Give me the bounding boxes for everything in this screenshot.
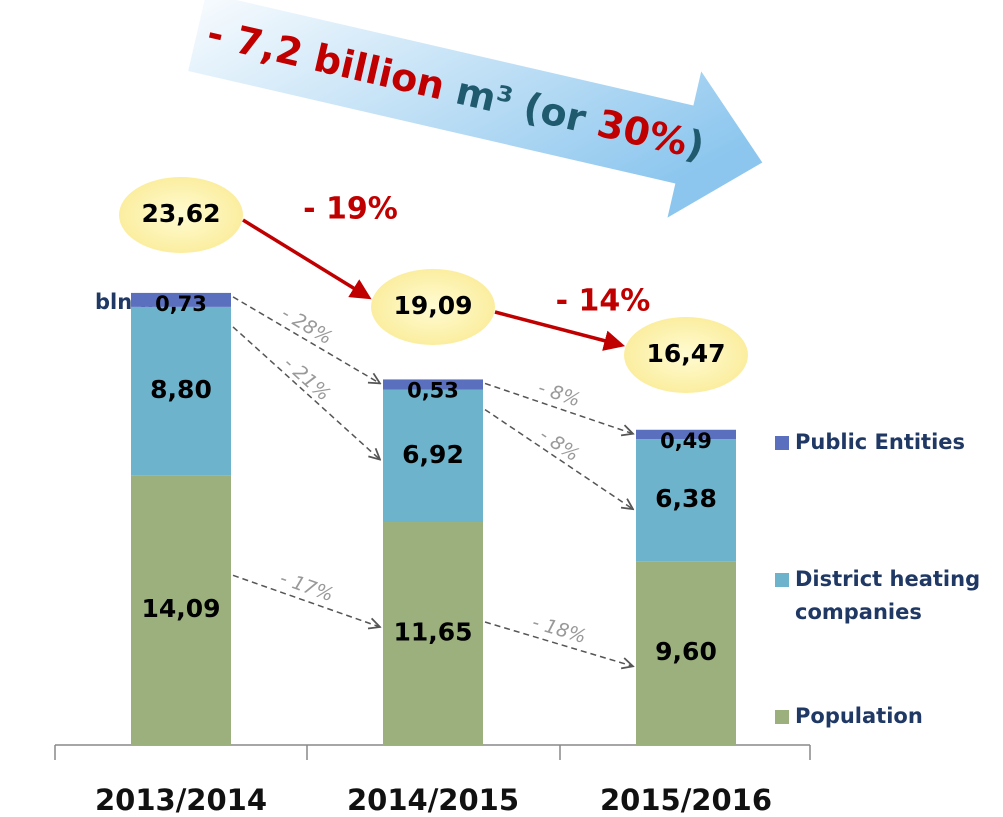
total-label: 19,09 bbox=[393, 291, 472, 320]
total-bubble bbox=[119, 177, 243, 253]
change-arrow bbox=[232, 574, 380, 627]
change-label: - 8% bbox=[535, 424, 583, 466]
value-label: 0,53 bbox=[407, 378, 459, 402]
total-label: 23,62 bbox=[141, 199, 220, 228]
legend-label: District heating companies bbox=[795, 567, 981, 624]
value-label: 6,92 bbox=[402, 440, 464, 469]
total-change-arrow bbox=[242, 218, 372, 300]
change-label: - 28% bbox=[277, 302, 336, 349]
bar-segment bbox=[383, 379, 483, 390]
value-label: 9,60 bbox=[655, 637, 717, 666]
banner-arrow bbox=[188, 0, 763, 218]
value-label: 8,80 bbox=[150, 375, 212, 404]
value-label: 11,65 bbox=[393, 618, 472, 647]
bar-segment bbox=[131, 475, 231, 745]
legend-label: Population bbox=[795, 704, 923, 728]
bar-segment bbox=[383, 522, 483, 745]
value-label: 6,38 bbox=[655, 484, 717, 513]
change-label: - 18% bbox=[530, 611, 589, 648]
total-change-label: - 14% bbox=[556, 284, 651, 319]
legend-swatch bbox=[775, 710, 789, 724]
change-arrow bbox=[484, 382, 633, 433]
bar-segment bbox=[131, 292, 231, 307]
change-label: - 21% bbox=[279, 352, 335, 405]
total-bubble bbox=[371, 269, 495, 345]
bar-segment bbox=[383, 389, 483, 523]
legend-swatch bbox=[775, 436, 789, 450]
value-label: 0,73 bbox=[155, 292, 207, 316]
value-label: 0,49 bbox=[660, 429, 712, 453]
x-tick-label: 2015/2016 bbox=[600, 783, 772, 817]
total-label: 16,47 bbox=[646, 339, 725, 368]
change-arrow bbox=[484, 408, 633, 510]
bar-segment bbox=[636, 429, 736, 440]
value-label: 14,09 bbox=[141, 594, 220, 623]
x-tick-label: 2013/2014 bbox=[95, 783, 267, 817]
total-change-label: - 19% bbox=[303, 192, 398, 227]
total-change-arrow bbox=[494, 310, 626, 351]
banner: - 7,2 billion m³ (or 30%) bbox=[188, 0, 763, 218]
bar-segment bbox=[636, 439, 736, 562]
change-label: - 17% bbox=[277, 567, 336, 606]
bar-segment bbox=[131, 306, 231, 476]
change-arrow bbox=[484, 621, 633, 666]
legend-label: Public Entities bbox=[795, 430, 966, 454]
change-label: - 8% bbox=[535, 377, 583, 412]
total-bubble bbox=[624, 317, 748, 393]
change-arrow bbox=[232, 326, 380, 460]
x-tick-label: 2014/2015 bbox=[347, 783, 519, 817]
bar-segment bbox=[636, 561, 736, 745]
legend-swatch bbox=[775, 573, 789, 587]
change-arrow bbox=[232, 296, 380, 384]
